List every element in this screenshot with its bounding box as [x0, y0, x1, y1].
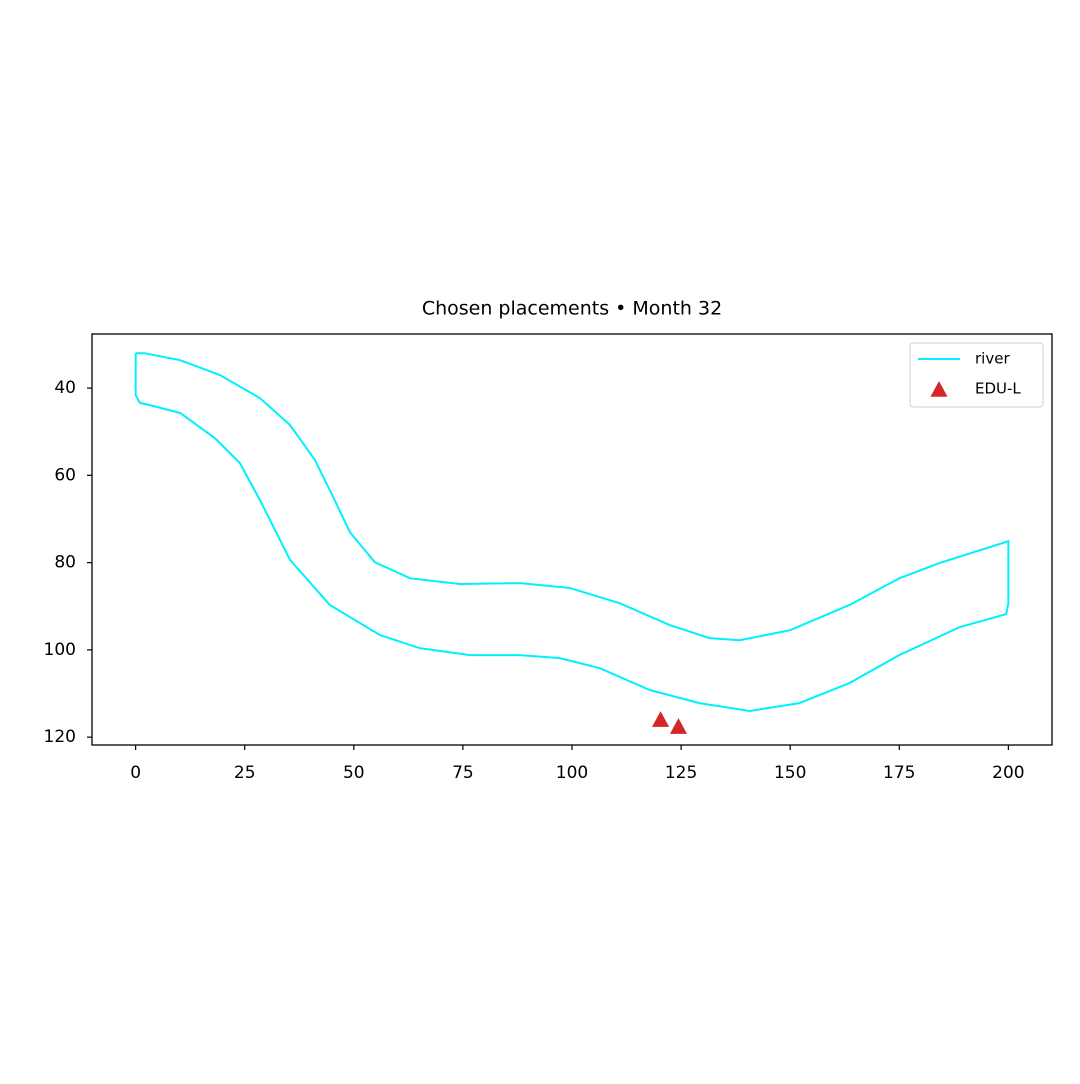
legend: river EDU-L: [909, 342, 1044, 408]
x-tick-label: 0: [130, 763, 141, 783]
chart-title: Chosen placements • Month 32: [422, 298, 722, 320]
x-tick-label: 200: [992, 763, 1024, 783]
x-tick-label: 175: [883, 763, 915, 783]
x-tick-label: 125: [665, 763, 697, 783]
legend-swatch: [930, 381, 948, 397]
x-tick-label: 75: [452, 763, 474, 783]
legend-label: EDU-L: [975, 380, 1021, 398]
y-tick-label: 40: [54, 378, 76, 398]
x-tick-label: 100: [556, 763, 588, 783]
plot-frame: [91, 333, 1053, 746]
y-tick-label: 120: [44, 727, 76, 747]
river-line: [134, 352, 1010, 712]
y-tick-label: 100: [44, 640, 76, 660]
marker: [669, 718, 688, 734]
marker: [652, 711, 670, 727]
x-tick-label: 50: [343, 763, 365, 783]
y-tick-label: 80: [54, 553, 76, 573]
legend-label: river: [975, 350, 1010, 368]
x-tick-label: 150: [774, 763, 806, 783]
y-tick-label: 60: [54, 465, 76, 485]
x-tick-label: 25: [234, 763, 256, 783]
